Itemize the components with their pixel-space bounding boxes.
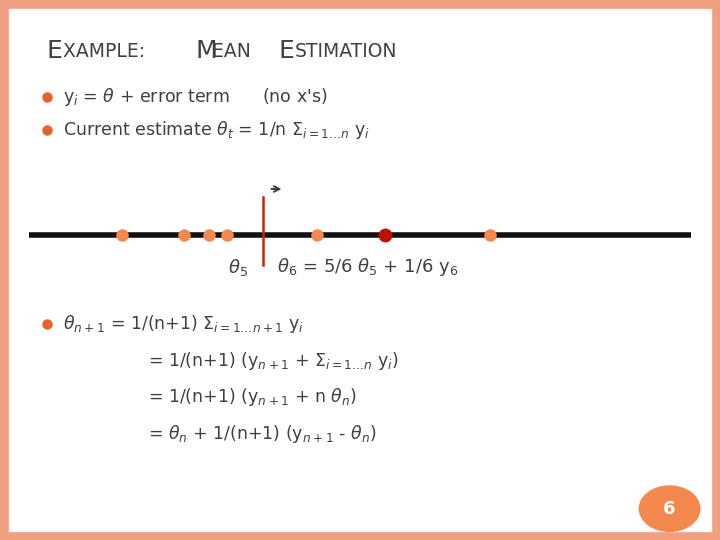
Text: EAN: EAN — [212, 42, 257, 61]
Text: M: M — [196, 39, 217, 63]
Text: $\theta_{n+1}$ = 1/(n+1) $\Sigma_{i=1\ldots n+1}$ y$_i$: $\theta_{n+1}$ = 1/(n+1) $\Sigma_{i=1\ld… — [63, 313, 305, 335]
Text: $\theta_6$ = 5/6 $\theta_5$ + 1/6 y$_6$: $\theta_6$ = 5/6 $\theta_5$ + 1/6 y$_6$ — [277, 256, 459, 278]
Text: y$_i$ = $\theta$ + error term      (no x's): y$_i$ = $\theta$ + error term (no x's) — [63, 86, 328, 108]
Text: = 1/(n+1) (y$_{n+1}$ + $\Sigma_{i=1\ldots n}$ y$_i$): = 1/(n+1) (y$_{n+1}$ + $\Sigma_{i=1\ldot… — [148, 350, 399, 372]
Text: XAMPLE:: XAMPLE: — [63, 42, 151, 61]
Text: E: E — [279, 39, 294, 63]
Text: STIMATION: STIMATION — [295, 42, 397, 61]
Text: E: E — [47, 39, 63, 63]
Text: = $\theta_n$ + 1/(n+1) (y$_{n+1}$ - $\theta_n$): = $\theta_n$ + 1/(n+1) (y$_{n+1}$ - $\th… — [148, 423, 377, 445]
Text: = 1/(n+1) (y$_{n+1}$ + n $\theta_n$): = 1/(n+1) (y$_{n+1}$ + n $\theta_n$) — [148, 387, 356, 408]
Text: 6: 6 — [663, 500, 676, 518]
Circle shape — [639, 486, 700, 531]
Text: $\theta_5$: $\theta_5$ — [228, 257, 248, 278]
Text: Current estimate $\theta_t$ = 1/n $\Sigma_{i=1\ldots n}$ y$_i$: Current estimate $\theta_t$ = 1/n $\Sigm… — [63, 119, 371, 140]
